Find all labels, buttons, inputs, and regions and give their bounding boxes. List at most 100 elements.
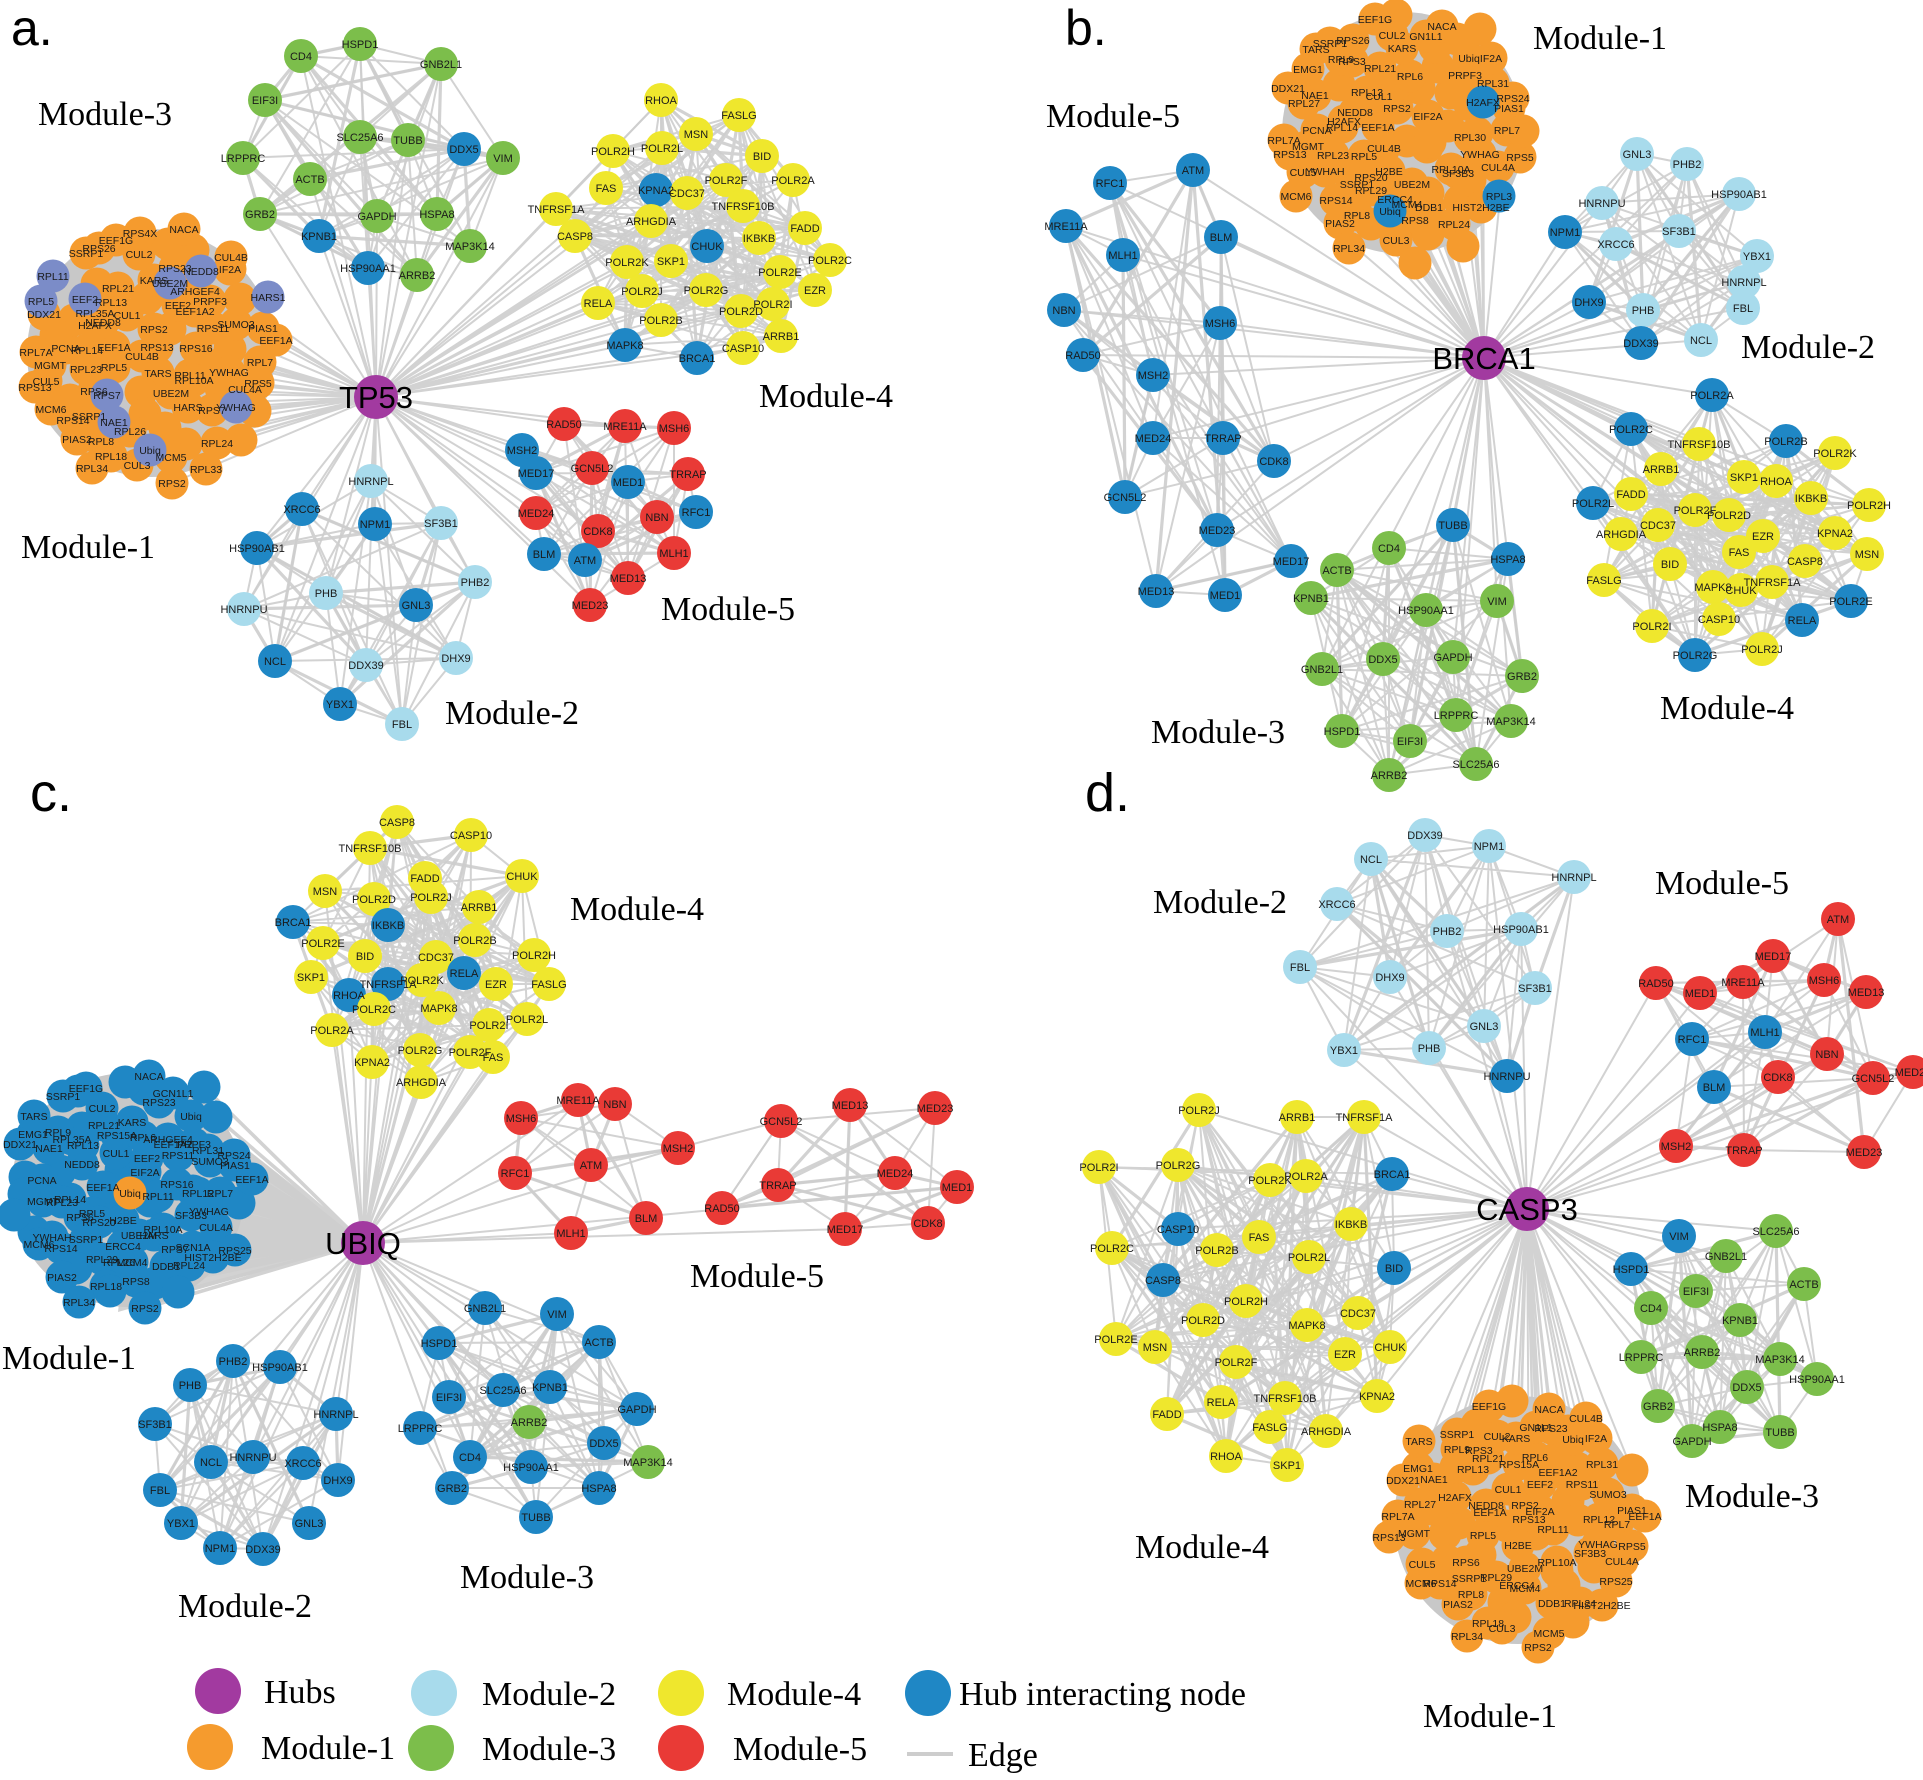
svg-text:SKP1: SKP1 <box>1730 472 1758 484</box>
svg-text:IF2A: IF2A <box>1585 1433 1607 1445</box>
svg-text:Module-4: Module-4 <box>1660 690 1794 727</box>
svg-text:TNFRSF1A: TNFRSF1A <box>528 204 586 216</box>
svg-text:RPL23: RPL23 <box>1317 150 1349 162</box>
svg-text:EIF2A: EIF2A <box>130 1167 159 1179</box>
svg-text:RPL21: RPL21 <box>1364 63 1396 75</box>
svg-text:TUBB: TUBB <box>1438 520 1467 532</box>
svg-text:IKBKB: IKBKB <box>1335 1219 1367 1231</box>
svg-text:POLR2I: POLR2I <box>469 1020 508 1032</box>
svg-text:EEF1G: EEF1G <box>1358 14 1392 26</box>
svg-text:RPL5: RPL5 <box>79 1208 105 1220</box>
svg-text:RPS13: RPS13 <box>18 382 51 394</box>
svg-text:POLR2I: POLR2I <box>1079 1162 1118 1174</box>
svg-text:PHB: PHB <box>179 1380 202 1392</box>
svg-text:RPL13: RPL13 <box>95 297 127 309</box>
svg-text:RPL5: RPL5 <box>101 362 127 374</box>
svg-text:MLH1: MLH1 <box>659 548 688 560</box>
svg-text:ARHGDIA: ARHGDIA <box>1301 1426 1352 1438</box>
svg-text:RAD50: RAD50 <box>1638 978 1673 990</box>
svg-text:MED17: MED17 <box>1755 951 1792 963</box>
svg-text:BID: BID <box>753 151 771 163</box>
svg-text:RPL24: RPL24 <box>1438 219 1470 231</box>
svg-text:FAS: FAS <box>596 183 617 195</box>
svg-text:MSH2: MSH2 <box>663 1143 694 1155</box>
svg-text:MCM4: MCM4 <box>1392 199 1423 211</box>
svg-text:Module-3: Module-3 <box>1685 1478 1819 1515</box>
svg-text:MED13: MED13 <box>832 1100 869 1112</box>
svg-text:FADD: FADD <box>1616 489 1645 501</box>
svg-text:POLR2B: POLR2B <box>639 315 682 327</box>
svg-text:SLC25A6: SLC25A6 <box>1752 1226 1799 1238</box>
svg-text:XRCC6: XRCC6 <box>1597 239 1634 251</box>
svg-text:MCM5: MCM5 <box>156 452 187 464</box>
svg-text:Ubiq: Ubiq <box>139 445 161 457</box>
svg-text:KPNB1: KPNB1 <box>1722 1315 1758 1327</box>
svg-text:GNB2L1: GNB2L1 <box>420 59 462 71</box>
svg-text:HNRNPL: HNRNPL <box>1721 277 1766 289</box>
svg-text:BLM: BLM <box>533 549 556 561</box>
svg-text:HARS1: HARS1 <box>250 292 285 304</box>
svg-text:HSPA8: HSPA8 <box>581 1483 616 1495</box>
svg-text:GNL3: GNL3 <box>402 600 431 612</box>
svg-text:VIM: VIM <box>493 153 513 165</box>
svg-text:GNL3: GNL3 <box>295 1518 324 1530</box>
svg-text:RELA: RELA <box>1207 1397 1236 1409</box>
svg-text:MCM6: MCM6 <box>36 404 67 416</box>
svg-text:TARS: TARS <box>1302 44 1329 56</box>
svg-text:CDK8: CDK8 <box>1259 456 1288 468</box>
svg-text:MED23: MED23 <box>1846 1147 1883 1159</box>
svg-text:MED1: MED1 <box>613 477 644 489</box>
svg-text:HNRNPU: HNRNPU <box>229 1452 276 1464</box>
svg-text:SCN1A: SCN1A <box>175 1242 210 1254</box>
svg-text:ARRB2: ARRB2 <box>511 1417 548 1429</box>
svg-text:RPS15A: RPS15A <box>97 1130 137 1142</box>
svg-text:CASP8: CASP8 <box>379 817 415 829</box>
svg-text:MED1: MED1 <box>1210 590 1241 602</box>
svg-text:Module-1: Module-1 <box>1533 20 1667 57</box>
svg-text:MCM6: MCM6 <box>1281 191 1312 203</box>
svg-text:CUL1: CUL1 <box>1495 1484 1522 1496</box>
svg-text:HSPD1: HSPD1 <box>1613 1264 1650 1276</box>
svg-text:Module-1: Module-1 <box>1423 1698 1557 1735</box>
svg-text:RPS2: RPS2 <box>140 324 168 336</box>
svg-text:SLC25A6: SLC25A6 <box>479 1385 526 1397</box>
svg-text:RPL9: RPL9 <box>1444 1444 1470 1456</box>
svg-text:POLR2I: POLR2I <box>753 299 792 311</box>
svg-text:GRB2: GRB2 <box>1507 671 1537 683</box>
svg-text:MSH2: MSH2 <box>1138 370 1169 382</box>
svg-text:TARS: TARS <box>1405 1436 1432 1448</box>
svg-text:TNFRSF10B: TNFRSF10B <box>1254 1393 1317 1405</box>
svg-text:FADD: FADD <box>410 873 439 885</box>
svg-text:MED23: MED23 <box>1199 525 1236 537</box>
svg-text:H2AFX: H2AFX <box>1466 97 1500 109</box>
svg-text:CUL3: CUL3 <box>1489 1623 1516 1635</box>
svg-text:YWHAH: YWHAH <box>32 1232 71 1244</box>
svg-text:Module-2: Module-2 <box>1153 884 1287 921</box>
svg-text:PIAS2: PIAS2 <box>1325 218 1355 230</box>
svg-text:KARS: KARS <box>1502 1433 1531 1445</box>
svg-text:MED17: MED17 <box>518 468 555 480</box>
svg-text:PHB: PHB <box>315 588 338 600</box>
svg-text:KPNB1: KPNB1 <box>301 231 337 243</box>
svg-text:FAS: FAS <box>483 1052 504 1064</box>
svg-text:YWHAG: YWHAG <box>216 402 256 414</box>
svg-text:LRPPRC: LRPPRC <box>398 1423 443 1435</box>
svg-text:RPL7A: RPL7A <box>1381 1511 1414 1523</box>
svg-text:SSRP1: SSRP1 <box>1440 1429 1475 1441</box>
svg-text:IKBKB: IKBKB <box>372 920 404 932</box>
svg-text:Ubiq: Ubiq <box>1379 206 1401 218</box>
svg-text:ARHGDIA: ARHGDIA <box>1596 529 1647 541</box>
svg-text:NBN: NBN <box>603 1099 626 1111</box>
svg-text:CASP10: CASP10 <box>722 343 764 355</box>
svg-text:POLR2L: POLR2L <box>641 143 683 155</box>
svg-text:H2AFX: H2AFX <box>1438 1492 1472 1504</box>
svg-text:POLR2F: POLR2F <box>1215 1357 1258 1369</box>
svg-text:POLR2C: POLR2C <box>808 255 852 267</box>
svg-text:RELA: RELA <box>584 298 613 310</box>
svg-text:RPL11: RPL11 <box>1537 1524 1568 1536</box>
svg-text:RPS8: RPS8 <box>1401 215 1429 227</box>
svg-text:BID: BID <box>1661 559 1679 571</box>
svg-text:HIST2H2BE: HIST2H2BE <box>1573 1600 1630 1612</box>
svg-text:KPNB1: KPNB1 <box>532 1382 568 1394</box>
svg-text:HSP90AB1: HSP90AB1 <box>1493 924 1549 936</box>
